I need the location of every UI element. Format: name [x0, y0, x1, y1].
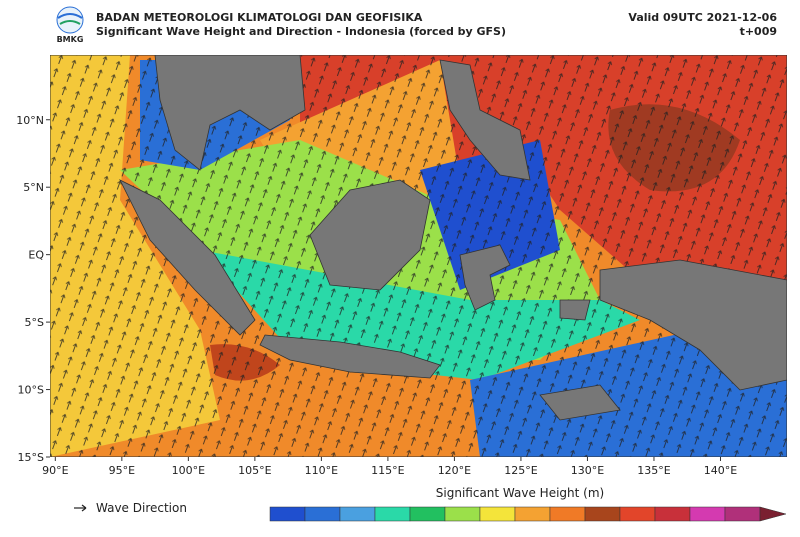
colorbar-swatch [374, 506, 411, 522]
logo: BMKG [56, 6, 84, 44]
x-tick-label: 105°E [238, 464, 271, 477]
axis-ticks: 90°E 95°E 100°E 105°E 110°E 115°E 120°E 125°E 13… [16, 114, 737, 477]
y-tick-label: 15°S [18, 451, 44, 464]
colorbar-extend [759, 506, 787, 522]
y-tick-label: EQ [28, 249, 44, 262]
x-tick-label: 125°E [504, 464, 537, 477]
x-tick-label: 130°E [571, 464, 604, 477]
colorbar-swatch [444, 506, 481, 522]
colorbar-swatch [724, 506, 761, 522]
x-tick-label: 90°E [42, 464, 68, 477]
colorbar-swatch [304, 506, 341, 522]
colorbar-swatch [549, 506, 586, 522]
colorbar-swatch [514, 506, 551, 522]
x-tick-label: 140°E [704, 464, 737, 477]
colorbar [269, 506, 787, 522]
y-tick-label: 5°S [25, 316, 44, 329]
colorbar-swatch [409, 506, 446, 522]
x-tick-label: 100°E [172, 464, 205, 477]
x-tick-label: 120°E [438, 464, 471, 477]
y-tick-label: 5°N [23, 181, 44, 194]
colorbar-swatch [654, 506, 691, 522]
x-tick-label: 115°E [371, 464, 404, 477]
x-tick-label: 135°E [637, 464, 670, 477]
colorbar-swatch [619, 506, 656, 522]
colorbar-swatch [584, 506, 621, 522]
x-tick-label: 110°E [305, 464, 338, 477]
arrow-label: Wave Direction [96, 501, 187, 515]
y-tick-label: 10°N [16, 114, 44, 127]
valid-time: Valid 09UTC 2021-12-06 [628, 11, 777, 24]
lead-time: t+009 [740, 25, 777, 38]
agency: BADAN METEOROLOGI KLIMATOLOGI DAN GEOFIS… [96, 11, 423, 24]
colorbar-swatch [689, 506, 726, 522]
y-tick-label: 10°S [18, 384, 44, 397]
x-tick-label: 95°E [109, 464, 135, 477]
colorbar-title: Significant Wave Height (m) [436, 486, 604, 500]
colorbar-swatch [479, 506, 516, 522]
colorbar-swatch [339, 506, 376, 522]
map-title: Significant Wave Height and Direction - … [96, 25, 506, 38]
wave-field [50, 55, 787, 457]
logo-text: BMKG [57, 35, 84, 44]
legend: Wave Direction Significant Wave Height (… [74, 486, 787, 522]
colorbar-swatch [269, 506, 306, 522]
